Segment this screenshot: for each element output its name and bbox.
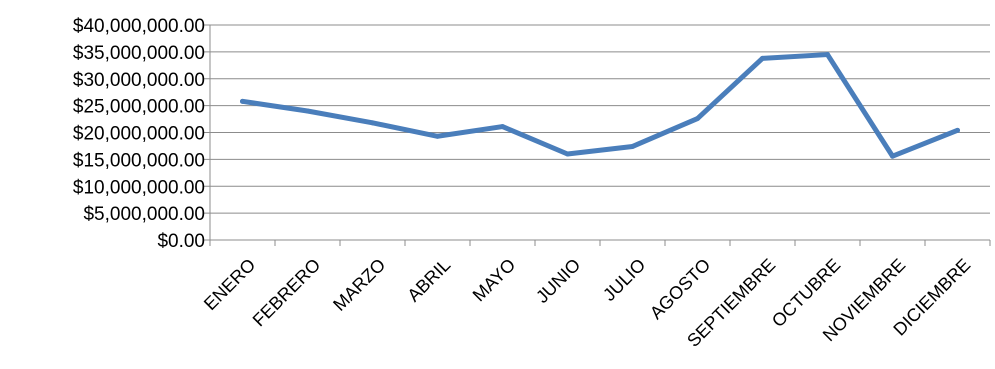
y-tick-label: $10,000,000.00 [73,177,205,198]
data-point [955,127,960,133]
data-point [305,108,310,114]
data-point [240,98,245,104]
series-lines [240,52,960,159]
y-axis-tick-labels: $0.00 $5,000,000.00 $10,000,000.00 $15,000,… [73,16,205,252]
data-point [760,55,765,61]
x-tick-label: MARZO [329,255,389,315]
data-point [890,153,895,159]
y-tick-label: $5,000,000.00 [83,204,205,225]
y-tick-label: $35,000,000.00 [73,43,205,64]
x-tick-label: ENERO [200,255,259,314]
data-point [825,52,830,58]
data-point [630,143,635,149]
data-point [435,133,440,139]
x-tick-label: JUNIO [532,255,584,307]
y-tick-label: $15,000,000.00 [73,150,205,171]
y-tick-label: $25,000,000.00 [73,97,205,118]
data-point [500,124,505,130]
gridlines [210,24,990,214]
x-tick-label: MAYO [469,255,520,306]
x-tick-label: FEBRERO [249,255,325,331]
x-tick-label: ABRIL [403,255,454,306]
series-line [240,52,960,159]
axes [204,24,991,246]
data-point [565,151,570,157]
y-tick-label: $40,000,000.00 [73,16,205,37]
y-tick-label: $20,000,000.00 [73,124,205,145]
x-tick-label: AGOSTO [646,255,714,323]
y-tick-label: $0.00 [157,231,205,252]
data-point [695,116,700,122]
y-tick-label: $30,000,000.00 [73,70,205,91]
x-tick-label: JULIO [599,255,649,305]
data-point [370,120,375,126]
